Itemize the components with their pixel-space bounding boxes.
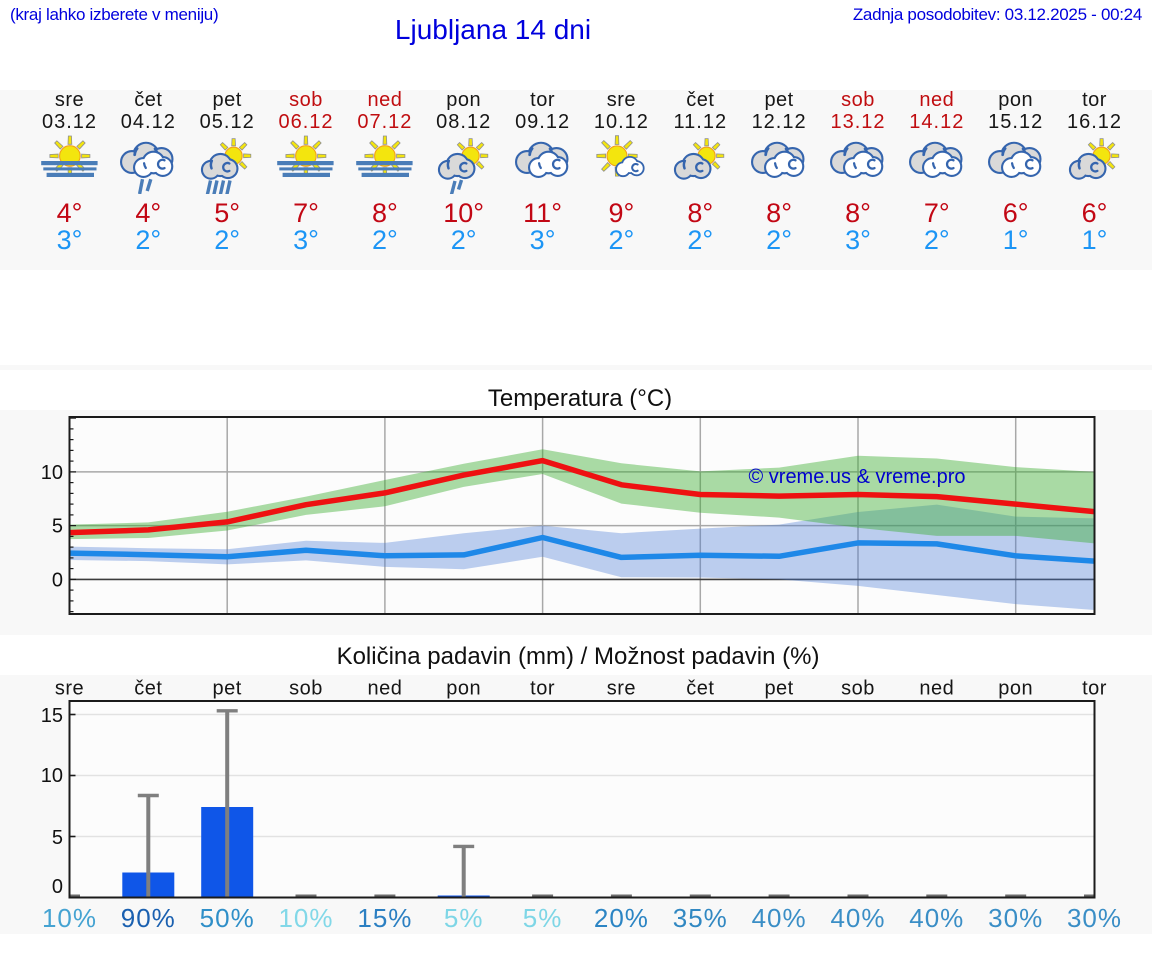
svg-text:ned: ned [367, 678, 402, 700]
svg-text:10: 10 [41, 765, 63, 787]
svg-text:40%: 40% [830, 903, 885, 933]
svg-text:35%: 35% [673, 903, 728, 933]
svg-text:5: 5 [52, 516, 63, 538]
svg-text:40%: 40% [752, 903, 807, 933]
svg-text:15: 15 [41, 705, 63, 727]
svg-text:10%: 10% [42, 903, 97, 933]
svg-text:pon: pon [446, 678, 481, 700]
svg-text:5%: 5% [523, 903, 563, 933]
svg-text:pet: pet [764, 678, 793, 700]
svg-text:0: 0 [52, 876, 63, 898]
svg-text:tor: tor [1082, 678, 1107, 700]
svg-text:10%: 10% [278, 903, 333, 933]
svg-text:sre: sre [55, 678, 84, 700]
svg-text:40%: 40% [909, 903, 964, 933]
svg-text:15%: 15% [357, 903, 412, 933]
svg-text:0: 0 [52, 569, 63, 591]
svg-text:sre: sre [607, 678, 636, 700]
svg-text:sob: sob [841, 678, 875, 700]
svg-text:čet: čet [134, 678, 162, 700]
svg-text:30%: 30% [1067, 903, 1122, 933]
svg-text:čet: čet [686, 678, 714, 700]
svg-text:50%: 50% [200, 903, 255, 933]
svg-text:5%: 5% [444, 903, 484, 933]
svg-text:tor: tor [530, 678, 555, 700]
svg-text:10: 10 [41, 462, 63, 484]
svg-text:30%: 30% [988, 903, 1043, 933]
svg-text:20%: 20% [594, 903, 649, 933]
svg-text:sob: sob [289, 678, 323, 700]
svg-text:5: 5 [52, 827, 63, 849]
svg-text:ned: ned [919, 678, 954, 700]
svg-text:90%: 90% [121, 903, 176, 933]
svg-text:pon: pon [998, 678, 1033, 700]
svg-text:© vreme.us & vreme.pro: © vreme.us & vreme.pro [748, 466, 965, 488]
svg-text:pet: pet [213, 678, 242, 700]
